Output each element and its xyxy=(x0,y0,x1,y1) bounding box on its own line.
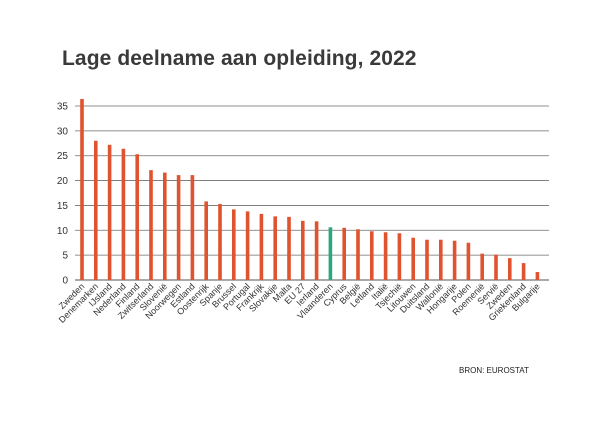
bar xyxy=(535,272,540,280)
bar xyxy=(121,148,126,280)
bar xyxy=(107,144,112,280)
y-tick-label: 15 xyxy=(57,201,69,212)
bar xyxy=(259,213,264,280)
bar xyxy=(411,237,415,280)
bar xyxy=(176,175,181,280)
bar xyxy=(439,239,443,280)
bar xyxy=(135,154,139,280)
bar xyxy=(494,254,498,280)
bar xyxy=(370,231,374,280)
bar xyxy=(356,229,360,280)
bar xyxy=(163,172,167,280)
bar xyxy=(204,201,208,280)
y-tick-label: 20 xyxy=(57,176,69,187)
bar xyxy=(245,211,250,280)
bar xyxy=(452,240,457,280)
y-tick-label: 25 xyxy=(57,151,69,162)
bar xyxy=(287,216,291,280)
chart-title: Lage deelname aan opleiding, 2022 xyxy=(62,47,417,70)
bar xyxy=(521,263,526,280)
y-tick-label: 35 xyxy=(57,102,69,113)
bar xyxy=(328,227,333,280)
y-tick-label: 10 xyxy=(57,226,69,237)
y-tick-label: 0 xyxy=(62,276,68,287)
gridlines xyxy=(75,105,549,281)
y-tick-label: 5 xyxy=(62,251,68,262)
bar xyxy=(218,203,222,280)
bar xyxy=(480,253,484,280)
bar xyxy=(273,216,277,280)
bar xyxy=(94,140,98,280)
bar xyxy=(397,233,402,280)
bar xyxy=(301,220,305,280)
bar xyxy=(425,239,429,280)
y-tick-label: 30 xyxy=(57,126,69,137)
bar xyxy=(466,242,471,280)
bar xyxy=(190,175,195,280)
x-axis-labels: ZwedenDenemarkenIJslandNederlandFinlandZ… xyxy=(57,281,542,325)
bars xyxy=(80,99,540,280)
bar xyxy=(314,221,319,280)
source-note: BRON: EUROSTAT xyxy=(459,366,529,375)
bar xyxy=(508,258,512,280)
bar xyxy=(232,209,236,280)
y-axis-ticks: 0 5 10 15 20 25 30 35 xyxy=(57,102,69,287)
bar xyxy=(383,232,388,280)
bar xyxy=(149,170,153,280)
bar xyxy=(80,99,84,280)
bar xyxy=(342,227,346,280)
